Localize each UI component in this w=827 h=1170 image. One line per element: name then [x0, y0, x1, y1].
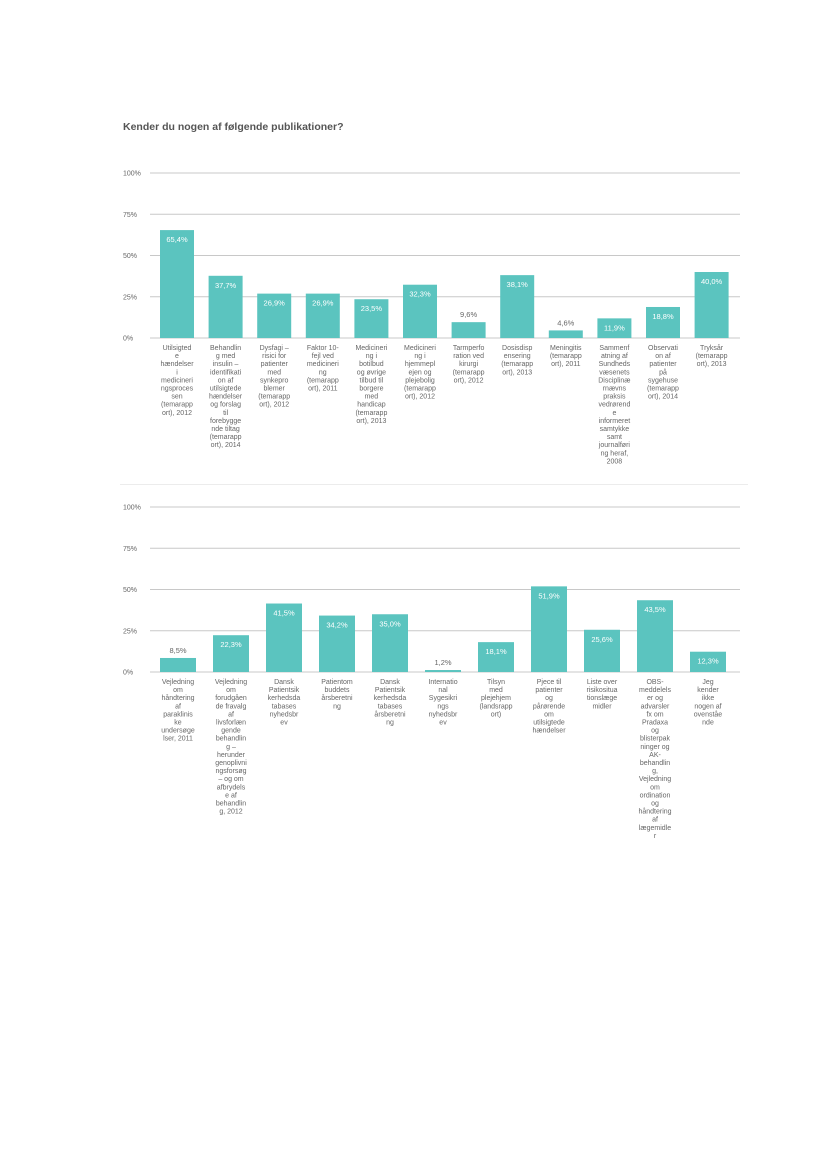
category-label: Pjece til patienter og pårørende om utilsigte… — [532, 679, 566, 735]
bar-chart-2: 0% 25% 50% 75% 100% 8,5% Vejledning om håndterin… — [123, 505, 740, 840]
category-label: OBS-meddelels er og advarsler fx om Pradaxa o… — [638, 679, 671, 840]
bar-value-label: 9,6% — [460, 310, 477, 319]
bar — [354, 299, 389, 338]
bar — [403, 284, 437, 338]
bar — [690, 651, 726, 672]
bar-value-label: 8,5% — [169, 646, 186, 655]
category-label: Internatio nal Sygesikri ngs nyhedsbr ev — [428, 679, 458, 727]
category-label: Behandlin g med insulin – identifikati on af… — [209, 345, 243, 449]
category-label: Sammenf atning af Sundheds væsenets Discipli… — [598, 345, 631, 465]
bar — [213, 635, 249, 672]
y-tick-label: 50% — [123, 587, 137, 594]
category-label: Tarmperfo ration ved kirurgi (temarapp ort),… — [453, 345, 485, 384]
bar-value-label: 26,9% — [264, 299, 286, 308]
y-tick-label: 100% — [123, 171, 141, 178]
category-label: Faktor 10-fejl ved medicineri ng (temarapp o… — [307, 345, 340, 393]
bar-value-label: 43,5% — [644, 605, 666, 614]
bar — [160, 230, 194, 338]
bar — [478, 642, 514, 672]
bar-value-label: 25,6% — [591, 635, 613, 644]
y-tick-label: 0% — [123, 336, 133, 343]
bar-value-label: 34,2% — [326, 621, 348, 630]
bar-value-label: 40,0% — [701, 277, 723, 286]
bar — [160, 657, 196, 672]
bar — [266, 603, 302, 672]
category-label: Vejledning om håndtering af paraklinis ke unde… — [161, 679, 195, 743]
bar — [646, 306, 680, 338]
bar-value-label: 23,5% — [361, 304, 383, 313]
bar — [208, 275, 243, 338]
bar — [597, 318, 632, 338]
bar — [319, 615, 355, 672]
y-tick-label: 0% — [123, 670, 133, 677]
chart-separator — [120, 484, 748, 485]
bar-value-label: 11,9% — [604, 323, 625, 332]
category-label: Medicineri ng i hjemmepl ejen og plejebolig(… — [404, 345, 436, 401]
bar-value-label: 18,1% — [485, 647, 507, 656]
bar — [548, 330, 583, 338]
category-label: Dansk Patientsik kerhedsda tabases nyhedsbr e… — [268, 679, 301, 727]
bar — [531, 586, 567, 672]
bar-value-label: 41,5% — [273, 609, 295, 618]
category-label: Dansk Patientsik kerhedsda tabases årsberetn… — [374, 679, 407, 727]
category-label: Dysfagi – risici for patienter med synkepro b… — [258, 345, 290, 409]
bar-value-label: 37,7% — [215, 281, 237, 290]
category-label: Patientom buddets årsberetni ng — [321, 679, 353, 710]
page-title: Kender du nogen af følgende publikatione… — [123, 121, 344, 133]
bar-value-label: 35,0% — [379, 619, 401, 628]
bar-value-label: 26,9% — [312, 299, 334, 308]
bar-value-label: 38,1% — [507, 280, 529, 289]
category-label: Medicineri ng i botilbud og øvrige tilbud ti… — [355, 345, 387, 425]
category-label: Liste over risikositua tionslæge midler — [586, 679, 617, 710]
category-label: Vejledning om forudgåen de fravalg af livsfor… — [215, 679, 247, 816]
bar-chart-1: 0% 25% 50% 75% 100% 65,4% Utilsigted e hændelser… — [123, 171, 740, 465]
bar-value-label: 4,6% — [557, 318, 574, 327]
bar-value-label: 18,8% — [652, 312, 674, 321]
bar-value-label: 65,4% — [166, 235, 188, 244]
category-label: Utilsigted e hændelser i medicineri ngsproces… — [160, 345, 194, 417]
y-tick-label: 25% — [123, 294, 137, 301]
bar — [451, 322, 486, 338]
bar-value-label: 51,9% — [538, 591, 560, 600]
bar — [694, 272, 729, 338]
y-tick-label: 75% — [123, 546, 137, 553]
bar — [305, 293, 340, 338]
bar-value-label: 32,3% — [409, 290, 431, 299]
bar — [425, 670, 461, 672]
bar — [584, 629, 620, 672]
bar — [500, 275, 535, 338]
bar — [372, 614, 408, 672]
category-label: Meningitis (temarapp ort), 2011 — [550, 345, 582, 368]
bar — [637, 600, 673, 672]
category-label: Dosisdisp ensering (temarapp ort), 2013 — [501, 345, 533, 376]
bar-value-label: 22,3% — [220, 640, 242, 649]
bar — [257, 293, 292, 338]
y-tick-label: 50% — [123, 253, 137, 260]
bar-value-label: 12,3% — [697, 657, 719, 666]
category-label: Tilsyn med plejehjem (landsrapp ort) — [479, 679, 512, 718]
category-label: Jeg kender ikke nogen af ovenståe nde — [694, 679, 723, 727]
bar-value-label: 1,2% — [434, 658, 451, 667]
y-tick-label: 75% — [123, 212, 137, 219]
category-label: Observati on af patienter på sygehuse (temara… — [647, 345, 679, 401]
y-tick-label: 100% — [123, 505, 141, 512]
category-label: Tryksår (temarapp ort), 2013 — [696, 344, 728, 368]
y-tick-label: 25% — [123, 628, 137, 635]
